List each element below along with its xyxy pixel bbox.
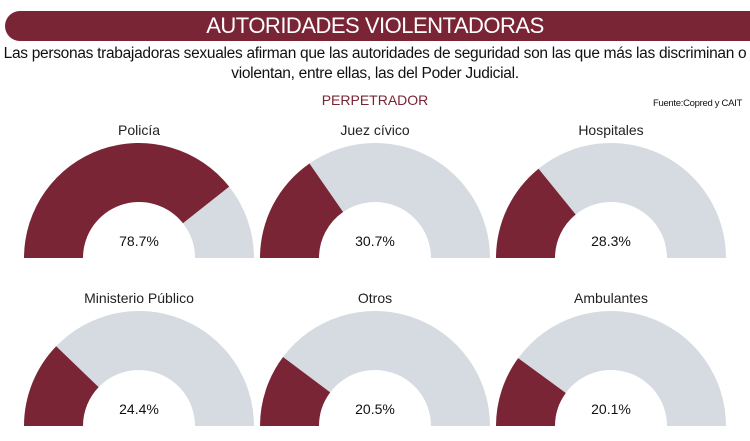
gauge-fill (24, 143, 230, 258)
subtitle: Las personas trabajadoras sexuales afirm… (3, 45, 747, 82)
gauge-track (56, 311, 255, 426)
category-label: Otros (358, 290, 392, 306)
gauge-fill (24, 346, 99, 426)
gauge-track (283, 310, 490, 426)
value-label: 30.7% (355, 233, 395, 249)
value-label: 28.3% (591, 233, 631, 249)
gauge-fill (260, 163, 344, 258)
category-label: Ambulantes (574, 290, 648, 306)
value-label: 20.1% (591, 401, 631, 417)
chart-title: PERPETRADOR (321, 92, 429, 108)
gauge-4: Ministerio Público 24.4% (24, 290, 255, 426)
category-label: Hospitales (578, 122, 643, 138)
value-label: 24.4% (119, 401, 159, 417)
value-label: 20.5% (355, 401, 395, 417)
gauge-fill (496, 168, 576, 258)
category-label: Juez cívico (340, 122, 409, 138)
gauge-track (538, 143, 726, 258)
gauge-track (309, 142, 490, 258)
category-label: Ministerio Público (84, 290, 194, 306)
gauge-2: Juez cívico 30.7% (260, 122, 490, 258)
category-label: Policía (118, 122, 160, 138)
value-label: 78.7% (119, 233, 159, 249)
title: AUTORIDADES VIOLENTADORAS (206, 13, 544, 38)
gauge-track (182, 186, 254, 258)
gauge-3: Hospitales 28.3% (496, 122, 726, 258)
gauge-track (518, 310, 726, 426)
gauge-5: Otros 20.5% (260, 290, 490, 426)
gauge-6: Ambulantes 20.1% (496, 290, 726, 426)
source: Fuente:Copred y CAIT (652, 98, 742, 109)
gauge-fill (496, 358, 566, 426)
title-banner: AUTORIDADES VIOLENTADORAS (5, 11, 750, 41)
gauge-fill (260, 356, 331, 426)
gauge-1: Policía 78.7% (24, 122, 254, 258)
